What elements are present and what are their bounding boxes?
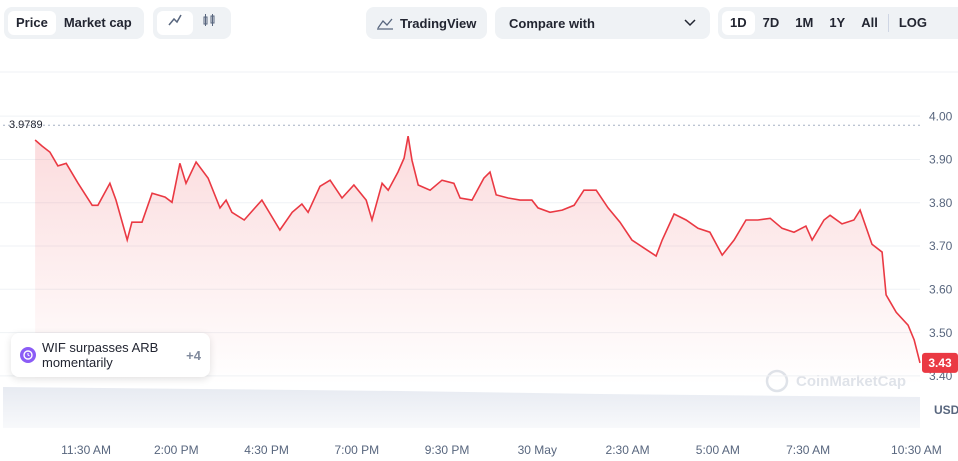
x-tick-label: 9:30 PM [425,443,470,457]
chart-style-toggle [153,7,231,39]
candle-icon [203,14,215,26]
x-tick-label: 4:30 PM [244,443,289,457]
price-mcap-toggle: Price Market cap [4,7,144,39]
x-tick-label: 2:00 PM [154,443,199,457]
line-style-button[interactable] [157,11,193,35]
range-all[interactable]: All [861,15,878,30]
x-tick-label: 11:30 AM [61,443,111,457]
price-line [34,135,921,364]
market-cap-tab[interactable]: Market cap [63,15,132,30]
x-tick-label: 7:30 AM [786,443,830,457]
compare-label: Compare with [509,15,595,31]
price-tab[interactable]: Price [8,11,56,35]
news-icon [20,347,36,363]
candle-style-button[interactable] [193,11,225,35]
news-text: WIF surpasses ARB momentarily [42,340,159,370]
range-1y[interactable]: 1Y [829,15,846,30]
price-area [35,136,921,385]
y-tick-label: 4.00 [929,109,953,123]
range-1d[interactable]: 1D [722,11,755,35]
y-tick-label: 3.50 [929,326,953,340]
range-toggle: 1D 7D 1M 1Y All LOG [718,7,958,39]
chevron-icon [684,19,696,27]
range-7d[interactable]: 7D [762,15,780,30]
news-count: +4 [186,348,201,363]
divider [887,14,889,32]
reference-label: 3.9789 [9,119,43,131]
x-tick-label: 7:00 PM [334,443,379,457]
compare-dropdown[interactable]: Compare with [495,7,710,39]
y-tick-label: 3.70 [929,239,953,253]
x-tick-label: 10:30 AM [891,443,942,457]
last-price-badge [922,352,958,373]
y-tick-label: 3.80 [929,196,953,210]
currency-label: USD [934,403,958,417]
x-tick-label: 2:30 AM [606,443,650,457]
volume-area [3,387,920,428]
news-annotation[interactable]: WIF surpasses ARB momentarily +4 [11,333,210,377]
y-tick-label: 3.60 [929,282,953,296]
tradingview-label: TradingView [400,15,477,31]
last-price-label: 3.43 [928,356,952,370]
line-icon [168,14,182,26]
tradingview-icon [377,18,393,30]
y-tick-label: 3.90 [929,153,953,167]
tradingview-button[interactable]: TradingView [366,7,487,39]
x-tick-label: 5:00 AM [696,443,740,457]
range-1m[interactable]: 1M [795,15,814,30]
x-tick-label: 30 May [518,443,557,457]
log-button[interactable]: LOG [898,15,928,30]
